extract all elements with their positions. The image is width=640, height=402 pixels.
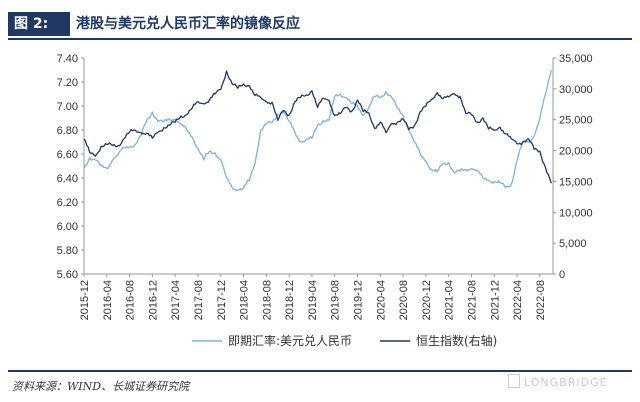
chart-legend: 即期汇率:美元兑人民币 恒生指数(右轴) — [192, 333, 497, 348]
y-left-tick-label: 6.80 — [57, 125, 78, 137]
x-tick-label: 2016-12 — [147, 280, 159, 320]
chart-title: 港股与美元兑人民币汇率的镜像反应 — [76, 16, 300, 32]
x-tick-label: 2016-04 — [102, 280, 114, 320]
x-tick-label: 2015-12 — [79, 280, 91, 320]
x-tick-label: 2017-08 — [193, 280, 205, 320]
y-right-tick-label: 25,000 — [559, 115, 593, 127]
chart-axes: 7.40 7.20 7.00 6.80 6.60 6.40 6.20 6.00 5.80 5.60… — [57, 53, 593, 320]
x-tick-label: 2019-04 — [307, 280, 319, 320]
x-tick-label: 2020-08 — [398, 280, 410, 320]
figure-header: 图 2: 港股与美元兑人民币汇率的镜像反应 — [8, 12, 632, 40]
y-right-tick-label: 5,000 — [559, 238, 587, 250]
y-left-tick-label: 6.20 — [57, 197, 78, 209]
y-right-tick-label: 10,000 — [559, 207, 593, 219]
legend-label-hsi: 恒生指数(右轴) — [416, 333, 497, 348]
y-left-tick-label: 7.20 — [57, 77, 78, 89]
x-tick-label: 2017-12 — [216, 280, 228, 320]
watermark-text: LONGBRIDGE — [524, 376, 608, 389]
x-tick-label: 2019-08 — [330, 280, 342, 320]
x-tick-label: 2020-12 — [421, 280, 433, 320]
source-note: 资料来源：WIND、长城证券研究院 — [12, 380, 190, 393]
y-left-tick-label: 5.80 — [57, 245, 78, 257]
y-right-tick-label: 20,000 — [559, 146, 593, 158]
x-tick-label: 2022-04 — [512, 280, 524, 320]
x-tick-label: 2017-04 — [170, 280, 182, 320]
y-right-tick-label: 35,000 — [559, 53, 593, 65]
watermark-logo: LONGBRIDGE — [508, 374, 608, 389]
x-tick-label: 2019-12 — [353, 280, 365, 320]
y-left-tick-label: 5.60 — [57, 269, 78, 281]
line-chart: 7.40 7.20 7.00 6.80 6.60 6.40 6.20 6.00 5.80 5.60… — [57, 53, 593, 348]
y-left-tick-label: 6.00 — [57, 221, 78, 233]
x-tick-label: 2021-12 — [489, 280, 501, 320]
x-tick-label: 2018-12 — [284, 280, 296, 320]
y-left-tick-label: 7.00 — [57, 101, 78, 113]
x-tick-label: 2021-04 — [444, 280, 456, 320]
y-right-tick-label: 0 — [559, 269, 565, 281]
y-left-tick-label: 6.60 — [57, 149, 78, 161]
y-right-tick-label: 15,000 — [559, 176, 593, 188]
x-tick-label: 2018-08 — [261, 280, 273, 320]
x-tick-label: 2018-04 — [239, 280, 251, 320]
y-left-tick-label: 6.40 — [57, 173, 78, 185]
chart-series — [83, 69, 552, 192]
y-left-tick-label: 7.40 — [57, 53, 78, 65]
x-tick-label: 2022-08 — [535, 280, 547, 320]
figure-number: 图 2: — [8, 12, 70, 36]
x-tick-label: 2021-08 — [467, 280, 479, 320]
x-tick-label: 2016-08 — [125, 280, 137, 320]
series-line-usdcny — [83, 69, 552, 192]
x-tick-label: 2020-04 — [375, 280, 387, 320]
footer-divider — [8, 370, 632, 372]
legend-label-usdcny: 即期汇率:美元兑人民币 — [228, 333, 352, 348]
series-line-hsi — [83, 70, 552, 184]
longbridge-logo-icon — [508, 374, 520, 388]
y-right-tick-label: 30,000 — [559, 84, 593, 96]
